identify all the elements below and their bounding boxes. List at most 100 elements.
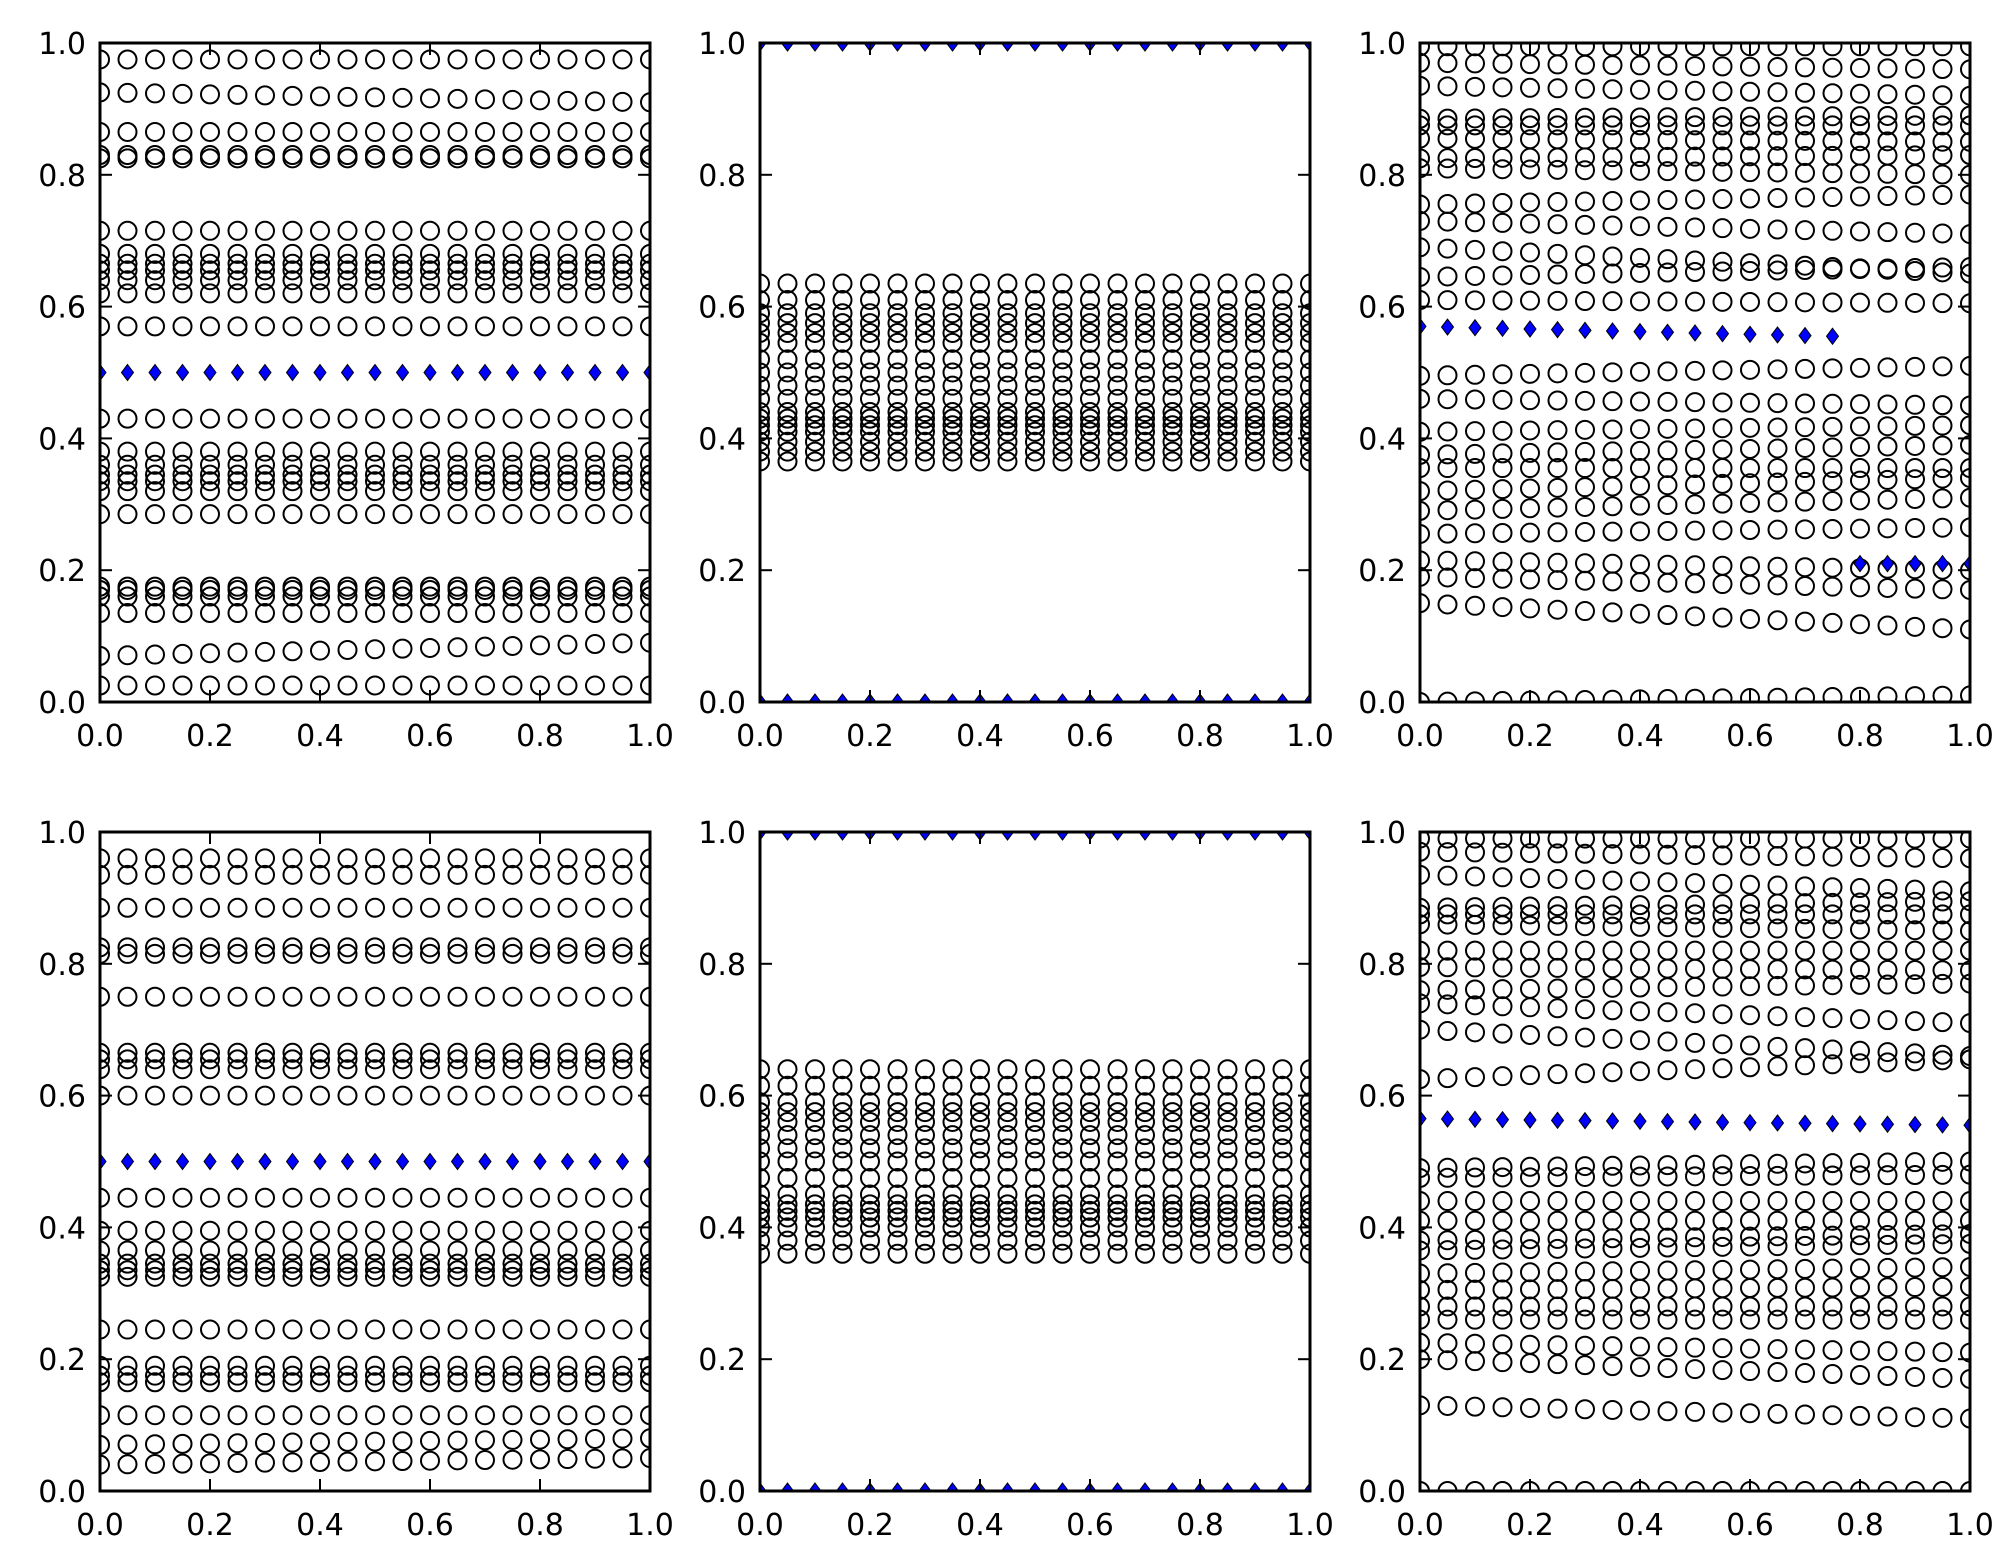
circle-point <box>1602 1296 1623 1317</box>
circle-point <box>1217 332 1238 353</box>
circle-point <box>1905 1011 1925 1032</box>
circle-point <box>1630 247 1650 268</box>
circle-point <box>172 145 193 166</box>
circle-point <box>1575 570 1595 591</box>
circle-point <box>942 1092 963 1113</box>
circle-point <box>1740 940 1760 961</box>
circle-point <box>942 402 963 423</box>
circle-point <box>530 603 550 624</box>
circle-point <box>997 362 1018 383</box>
circle-point <box>420 943 440 964</box>
circle-point <box>1465 568 1485 589</box>
circle-point <box>227 49 248 70</box>
circle-point <box>805 431 825 452</box>
circle-point <box>1657 831 1678 849</box>
circle-point <box>1630 147 1650 168</box>
circle-point <box>447 1049 468 1070</box>
circle-point <box>585 408 605 429</box>
circle-point <box>1245 375 1265 396</box>
circle-point <box>860 441 880 462</box>
circle-point <box>200 848 220 869</box>
circle-point <box>1492 522 1513 543</box>
circle-point <box>777 1092 798 1113</box>
circle-point <box>1437 458 1458 479</box>
circle-point <box>805 290 825 311</box>
diamond-point <box>120 1152 135 1171</box>
diamond-point <box>230 363 245 382</box>
circle-point <box>997 1207 1018 1228</box>
circle-point <box>200 316 220 337</box>
circle-point <box>337 1187 358 1208</box>
circle-point <box>1712 1191 1733 1212</box>
circle-point <box>475 1240 495 1261</box>
circle-point <box>887 1184 908 1205</box>
circle-point <box>1437 567 1458 588</box>
circle-point <box>860 1075 880 1096</box>
circle-point <box>145 504 165 525</box>
circle-point <box>1465 1167 1485 1188</box>
circle-point <box>557 1449 578 1470</box>
circle-point <box>1905 164 1925 185</box>
circle-point <box>475 1187 495 1208</box>
circle-point <box>1520 363 1540 384</box>
circle-point <box>1080 313 1100 334</box>
circle-point <box>970 1075 990 1096</box>
circle-point <box>282 85 303 106</box>
diamond-point <box>203 1152 217 1171</box>
circle-point <box>1080 1102 1100 1123</box>
circle-point <box>1492 940 1513 961</box>
circle-point <box>1575 458 1595 479</box>
circle-point <box>1245 1111 1265 1132</box>
circle-point <box>1767 1277 1788 1298</box>
circle-point <box>447 1266 468 1287</box>
x-tick-label: 0.8 <box>1836 1508 1884 1543</box>
circle-point <box>1657 1060 1678 1081</box>
circle-point <box>585 481 605 502</box>
circle-point <box>420 260 440 281</box>
circle-point <box>172 253 193 274</box>
circle-point <box>1190 1200 1210 1221</box>
circle-point <box>887 1059 908 1080</box>
circle-point <box>1052 1207 1073 1228</box>
circle-point <box>1547 1191 1568 1212</box>
circle-point <box>1052 362 1073 383</box>
circle-point <box>365 1220 385 1241</box>
circle-point <box>172 270 193 291</box>
circle-point <box>1877 686 1898 703</box>
circle-point <box>1932 1191 1953 1212</box>
circle-point <box>612 283 633 304</box>
circle-point <box>777 322 798 343</box>
circle-point <box>1575 54 1595 75</box>
circle-point <box>145 1049 165 1070</box>
circle-point <box>557 464 578 485</box>
circle-point <box>392 471 413 492</box>
circle-point <box>1107 322 1128 343</box>
circle-point <box>915 1059 935 1080</box>
circle-point <box>1272 332 1293 353</box>
x-tick-label: 0.4 <box>296 719 344 754</box>
circle-point <box>805 402 825 423</box>
circle-point <box>915 388 935 409</box>
circle-point <box>612 943 633 964</box>
circle-point <box>1025 349 1045 370</box>
circle-point <box>447 943 468 964</box>
circle-point <box>1630 1400 1650 1421</box>
circle-point <box>502 1059 523 1080</box>
circle-point <box>1135 451 1155 472</box>
circle-point <box>475 220 495 241</box>
x-tick-label: 0.4 <box>1616 719 1664 754</box>
circle-point <box>1520 831 1540 849</box>
circle-point <box>1850 83 1870 104</box>
circle-point <box>502 270 523 291</box>
circle-point <box>1877 1257 1898 1278</box>
circle-point <box>860 1217 880 1238</box>
circle-point <box>1190 1243 1210 1264</box>
circle-point <box>1685 360 1705 381</box>
circle-point <box>1245 1125 1265 1146</box>
circle-point <box>392 441 413 462</box>
circle-point <box>1740 162 1760 183</box>
circle-point <box>1740 904 1760 925</box>
circle-point <box>200 1187 220 1208</box>
circle-point <box>805 1125 825 1146</box>
circle-point <box>227 316 248 337</box>
